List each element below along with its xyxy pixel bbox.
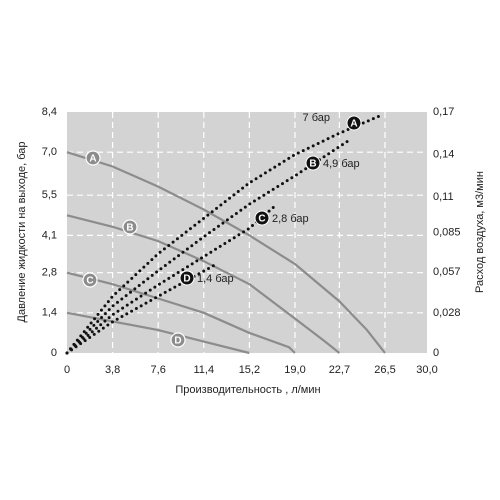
x-axis-title: Производительность , л/мин [175, 384, 320, 396]
y2-axis-title: Расход воздуха, м3/мин [474, 171, 486, 293]
curve-label: 2,8 бар [272, 213, 309, 225]
marker-letter: B [309, 159, 316, 170]
x-tick-label: 19,0 [284, 364, 305, 376]
marker-letter: A [89, 154, 96, 165]
y-tick-label: 5,5 [42, 189, 57, 201]
marker-letter: C [258, 214, 265, 225]
curve-marker [305, 155, 321, 171]
curve-marker [122, 219, 138, 235]
curve-label: 4,9 бар [323, 158, 360, 170]
pump-curve [66, 271, 296, 354]
y-tick-label: 7,0 [42, 146, 57, 158]
y-tick-label: 1,4 [42, 307, 57, 319]
curve-label: 7 бар [303, 112, 330, 124]
x-tick-label: 15,2 [239, 364, 260, 376]
x-tick-label: 30,0 [416, 364, 437, 376]
curve-marker [85, 150, 101, 166]
air-curve [65, 114, 381, 355]
marker-letter: B [126, 223, 133, 234]
y2-tick-label: 0,085 [433, 226, 461, 238]
pump-curve [66, 214, 341, 354]
air-curve [65, 202, 279, 355]
curve-label: 1,4 бар [197, 273, 234, 285]
y-tick-label: 8,4 [42, 106, 57, 118]
y2-tick-label: 0,17 [433, 106, 454, 118]
curve-marker [254, 210, 270, 226]
marker-letter: D [183, 274, 190, 285]
marker-letter: A [350, 119, 357, 130]
curve-marker [179, 270, 195, 286]
marker-letter: D [174, 336, 181, 347]
curve-marker [82, 272, 98, 288]
y-tick-label: 2,8 [42, 267, 57, 279]
y-tick-label: 0 [51, 347, 57, 359]
curve-marker [346, 115, 362, 131]
pump-curve [66, 311, 250, 355]
y-axis-title: Давление жидкости на выходе, бар [16, 142, 28, 323]
x-tick-label: 26,5 [374, 364, 395, 376]
marker-letter: C [86, 276, 93, 287]
x-tick-label: 3,8 [105, 364, 120, 376]
y2-tick-label: 0,11 [433, 191, 454, 203]
air-curve [65, 138, 351, 355]
x-tick-label: 7,6 [151, 364, 166, 376]
y2-tick-label: 0 [433, 347, 439, 359]
pump-curve [66, 151, 386, 354]
air-curve [65, 263, 217, 355]
y2-tick-label: 0,057 [433, 266, 461, 278]
x-tick-label: 22,7 [329, 364, 350, 376]
y2-tick-label: 0,028 [433, 307, 461, 319]
x-tick-label: 0 [64, 364, 70, 376]
x-tick-label: 11,4 [194, 364, 215, 376]
y-tick-label: 4,1 [42, 229, 57, 241]
curve-marker [170, 332, 186, 348]
y2-tick-label: 0,14 [433, 148, 454, 160]
